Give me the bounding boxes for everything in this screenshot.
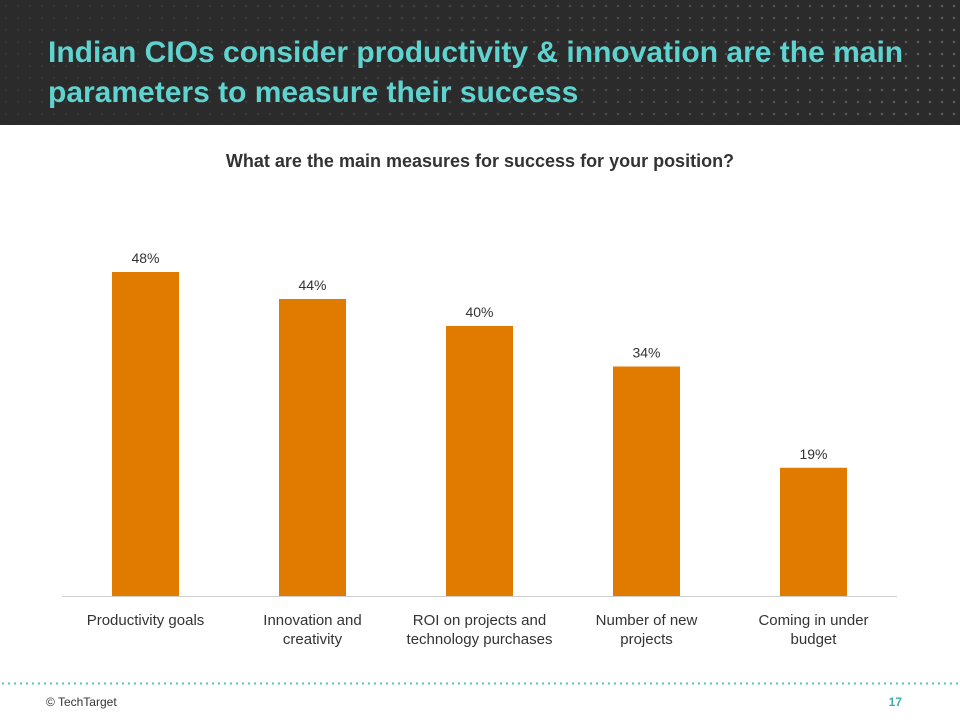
header-banner: Indian CIOs consider productivity & inno… <box>0 0 960 125</box>
chart-title: What are the main measures for success f… <box>225 151 735 171</box>
data-label-2: 44% <box>298 277 326 293</box>
data-label-3: 40% <box>465 304 493 320</box>
footer-copyright: © TechTarget <box>46 695 117 709</box>
category-label-5: Coming in under budget <box>758 612 868 648</box>
data-label-1: 48% <box>131 250 159 266</box>
page-title: Indian CIOs consider productivity & inno… <box>48 36 904 109</box>
bar-4 <box>613 366 680 596</box>
bar-1 <box>112 272 179 596</box>
bar-2 <box>279 299 346 596</box>
page-number: 17 <box>888 695 902 709</box>
category-label-1: Productivity goals <box>87 612 205 629</box>
category-label-3: ROI on projects and technology purchases <box>407 612 553 648</box>
header-dot-pattern <box>0 0 960 125</box>
footer-divider <box>0 682 960 685</box>
category-label-4: Number of new projects <box>596 612 698 648</box>
bar-3 <box>446 326 513 596</box>
data-label-4: 34% <box>632 345 660 361</box>
category-label-2: Innovation and creativity <box>263 612 361 648</box>
bar-chart: 48% Productivity goals 44% Innovation and cr… <box>62 250 897 648</box>
data-label-5: 19% <box>799 446 827 462</box>
bar-5 <box>780 467 847 596</box>
